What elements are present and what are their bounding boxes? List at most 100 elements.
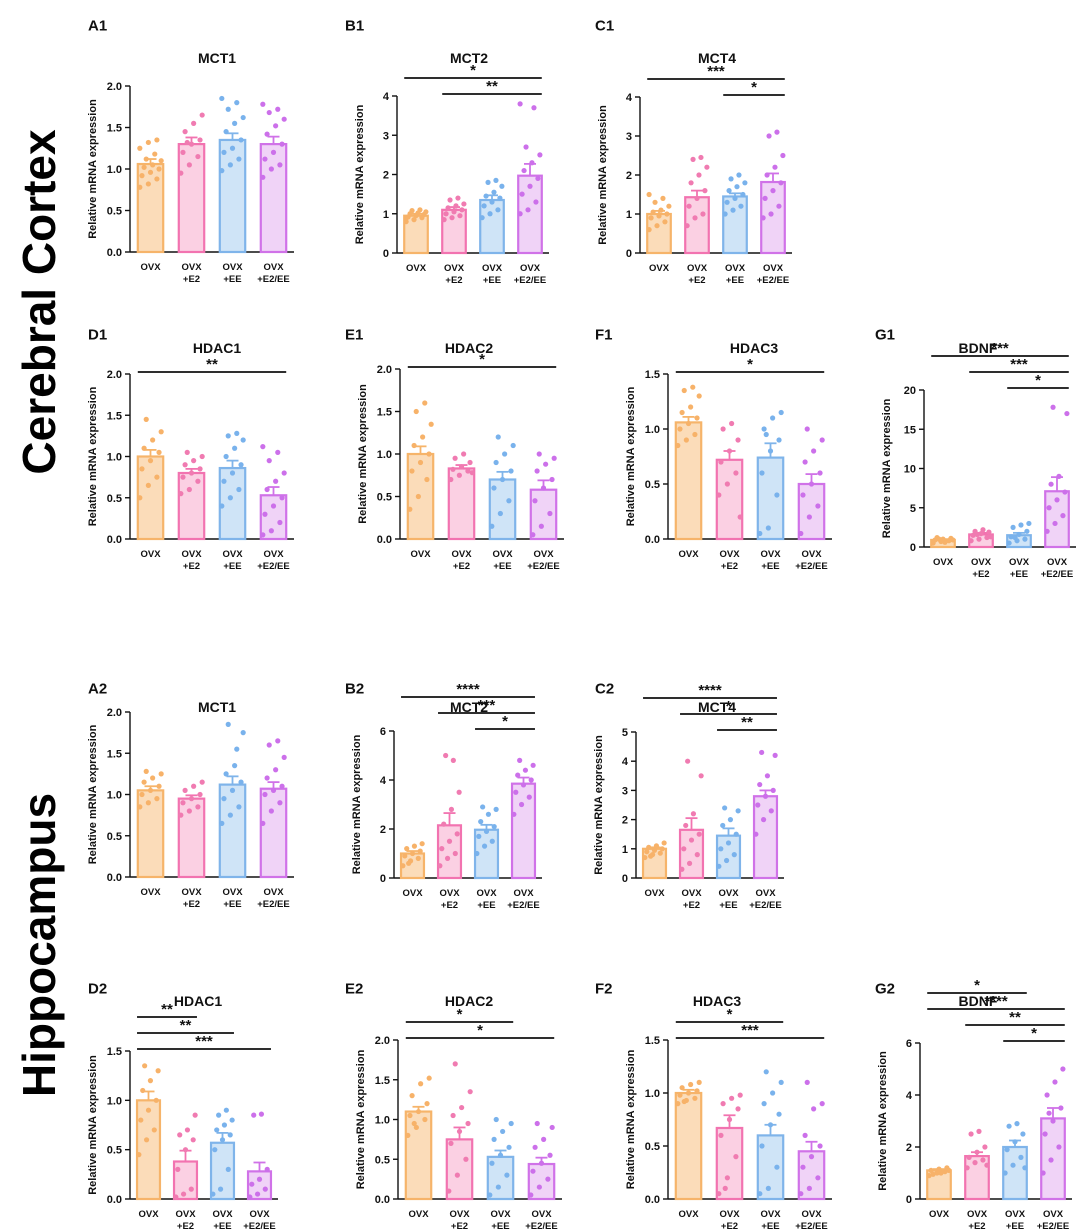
data-point xyxy=(528,777,534,783)
y-tick-label: 1.0 xyxy=(645,1088,660,1100)
data-point xyxy=(815,1175,821,1181)
category-label: OVX xyxy=(410,549,431,560)
y-axis-label: Relative mRNA expression xyxy=(354,104,366,244)
y-tick-label: 1.5 xyxy=(645,1035,660,1047)
data-point xyxy=(182,462,188,468)
data-point xyxy=(723,857,730,864)
data-point xyxy=(755,802,761,808)
data-point xyxy=(139,173,145,179)
data-point xyxy=(521,167,527,174)
data-point xyxy=(964,1165,970,1171)
y-tick-label: 0.0 xyxy=(107,534,122,546)
data-point xyxy=(266,742,272,748)
data-point xyxy=(147,169,154,175)
category-label: OVX +E2/EE xyxy=(243,1209,275,1232)
data-point xyxy=(538,523,544,529)
data-point xyxy=(182,129,188,135)
data-point xyxy=(677,426,683,432)
data-point xyxy=(262,511,268,517)
data-point xyxy=(1062,489,1068,495)
y-tick-label: 5 xyxy=(622,727,628,739)
data-point xyxy=(774,1164,780,1170)
y-tick-label: 1.0 xyxy=(645,424,660,436)
data-point xyxy=(1056,473,1062,479)
data-point xyxy=(240,730,246,736)
data-point xyxy=(648,853,654,859)
data-point xyxy=(656,213,662,219)
data-point xyxy=(254,1191,261,1197)
data-point xyxy=(411,843,418,849)
data-point xyxy=(192,1112,198,1118)
panel-label: A1 xyxy=(88,17,107,34)
chart-g2: G2 BDNF Relative mRNA expression 0 2 4 6 OVX OVX… xyxy=(875,977,1072,1232)
data-point xyxy=(178,812,184,818)
y-tick-label: 0.0 xyxy=(107,872,122,884)
panel-label: E1 xyxy=(345,326,363,343)
data-point xyxy=(551,455,557,461)
significance-label: ** xyxy=(741,714,753,731)
data-point xyxy=(1012,1139,1018,1145)
data-point xyxy=(718,846,724,852)
data-point xyxy=(256,1176,263,1182)
y-tick-label: 3 xyxy=(622,785,628,797)
data-point xyxy=(417,207,423,213)
category-label: OVX xyxy=(644,888,665,899)
chart-title: BDNF xyxy=(959,993,998,1009)
category-label: OVX +E2 xyxy=(181,887,202,910)
data-point xyxy=(258,1111,265,1117)
data-point xyxy=(223,771,229,777)
data-point xyxy=(684,223,690,229)
data-point xyxy=(1054,497,1060,503)
data-point xyxy=(212,1147,218,1153)
data-point xyxy=(722,1185,728,1191)
data-point xyxy=(946,1167,952,1173)
data-point xyxy=(229,145,236,151)
data-point xyxy=(681,387,687,394)
y-tick-label: 5 xyxy=(910,503,916,515)
significance-label: * xyxy=(1031,1025,1037,1042)
y-axis-label: Relative mRNA expression xyxy=(355,1049,367,1189)
data-point xyxy=(195,804,201,810)
data-point xyxy=(1046,1110,1052,1116)
y-tick-label: 1.0 xyxy=(107,164,122,176)
y-axis-label: Relative mRNA expression xyxy=(87,1055,99,1195)
data-point xyxy=(1018,522,1024,528)
data-point xyxy=(726,1116,733,1123)
data-point xyxy=(1060,1066,1066,1072)
significance-label: * xyxy=(457,1006,463,1023)
data-point xyxy=(644,849,650,855)
data-point xyxy=(737,1092,743,1098)
data-point xyxy=(184,139,190,146)
data-point xyxy=(815,503,821,509)
data-point xyxy=(1006,540,1012,546)
data-point xyxy=(191,120,197,126)
y-tick-label: 1 xyxy=(622,844,628,856)
data-point xyxy=(654,223,660,229)
y-tick-label: 0 xyxy=(383,248,389,260)
data-point xyxy=(493,459,499,466)
data-point xyxy=(426,1075,432,1081)
data-point xyxy=(483,828,490,835)
data-point xyxy=(137,804,143,810)
chart-title: MCT4 xyxy=(698,699,736,715)
y-tick-label: 1.5 xyxy=(107,123,122,135)
data-point xyxy=(260,444,266,450)
y-tick-label: 0.5 xyxy=(377,492,392,504)
data-point xyxy=(694,195,700,201)
panel-label: E2 xyxy=(345,980,363,997)
data-point xyxy=(688,1081,694,1088)
data-point xyxy=(1008,534,1014,540)
data-point xyxy=(449,215,455,221)
data-point xyxy=(446,838,453,844)
y-axis-label: Relative mRNA expression xyxy=(881,398,893,538)
data-point xyxy=(236,804,242,810)
data-point xyxy=(950,537,956,543)
bar-ovx xyxy=(136,789,165,879)
panel-label: C1 xyxy=(595,17,614,34)
data-point xyxy=(227,495,233,501)
data-point xyxy=(774,492,780,498)
y-tick-label: 1.5 xyxy=(107,410,122,422)
y-tick-label: 2 xyxy=(626,170,632,182)
data-point xyxy=(666,203,672,209)
data-point xyxy=(188,141,195,147)
